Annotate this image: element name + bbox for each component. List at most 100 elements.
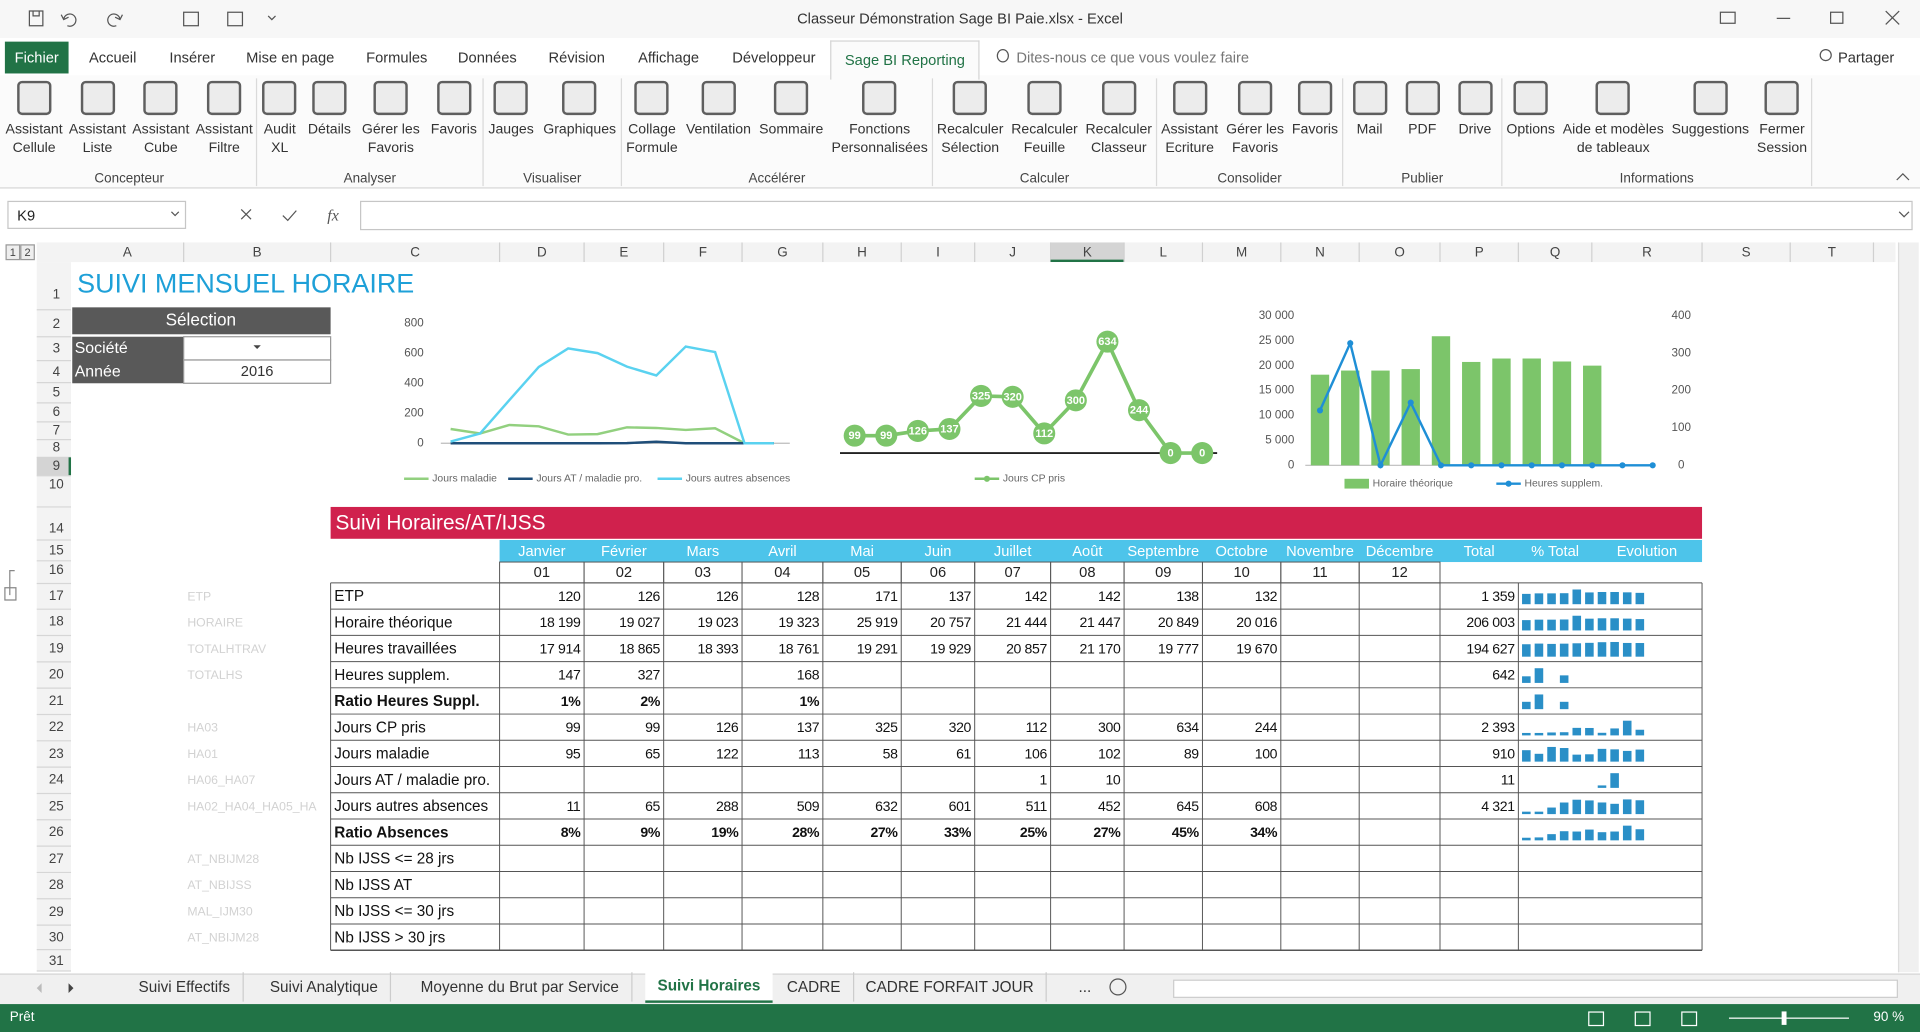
- point-marker: [938, 417, 961, 441]
- ribbon-tab[interactable]: Affichage: [638, 48, 700, 67]
- ribbon-button[interactable]: Graphiques: [543, 78, 616, 139]
- ribbon-button-label: Audit: [263, 122, 296, 138]
- month-header: Juin: [924, 544, 951, 560]
- save-icon[interactable]: [28, 10, 44, 27]
- vertical-scrollbar[interactable]: [1897, 242, 1919, 973]
- close-icon[interactable]: [1885, 10, 1900, 25]
- ribbon-button[interactable]: Suggestions: [1672, 78, 1749, 158]
- ribbon-button[interactable]: Recalculer Feuille: [1011, 78, 1078, 158]
- sparkline-bar: [1622, 750, 1632, 762]
- ribbon-button[interactable]: Fonctions Personnalisées: [831, 78, 928, 158]
- row-header: 18: [49, 614, 64, 629]
- sheet-tab[interactable]: Suivi Analytique: [258, 972, 392, 1002]
- ribbon-tab[interactable]: Développeur: [732, 48, 816, 67]
- ribbon-button[interactable]: Drive: [1457, 78, 1493, 139]
- view-icon[interactable]: [1634, 1011, 1651, 1027]
- ribbon-button[interactable]: Collage Formule: [626, 78, 678, 158]
- row-code: AT_NBIJM28: [187, 931, 259, 945]
- tab-nav-next[interactable]: [68, 983, 79, 994]
- ribbon-icon: [16, 80, 52, 116]
- zoom-slider[interactable]: [1728, 1017, 1849, 1019]
- tab-nav-prev[interactable]: [32, 983, 42, 994]
- ribbon-icon: [1693, 80, 1728, 116]
- ribbon-button[interactable]: Favoris: [1292, 78, 1338, 158]
- more-tabs[interactable]: ...: [1078, 978, 1092, 996]
- cell-value: 126: [638, 588, 661, 604]
- formula-input[interactable]: [360, 200, 1913, 231]
- ribbon-button[interactable]: Audit XL: [262, 78, 297, 158]
- zoom-level[interactable]: 90 %: [1873, 1010, 1905, 1025]
- column-header: H: [857, 244, 867, 259]
- horizontal-scrollbar[interactable]: [1173, 979, 1898, 998]
- ribbon-button[interactable]: Détails: [308, 78, 351, 158]
- ribbon-tab[interactable]: Sage BI Reporting: [830, 40, 980, 80]
- table-title: Suivi Horaires/AT/IJSS: [336, 512, 546, 535]
- data-label: 137: [940, 424, 958, 436]
- ribbon-button[interactable]: Assistant Liste: [69, 78, 126, 158]
- ribbon-tab[interactable]: Données: [457, 48, 517, 67]
- ribbon-button[interactable]: Mail: [1352, 78, 1387, 139]
- ribbon-button[interactable]: Assistant Cellule: [6, 78, 63, 158]
- name-box-value[interactable]: K9: [17, 206, 36, 225]
- row-total: 4 321: [1481, 798, 1515, 814]
- view-icon[interactable]: [1588, 1011, 1605, 1027]
- ribbon-button[interactable]: Favoris: [431, 78, 477, 158]
- ribbon-icon: [1172, 80, 1207, 116]
- ribbon-button[interactable]: Fermer Session: [1757, 78, 1807, 158]
- tell-me[interactable]: Dites-nous ce que vous voulez faire: [1016, 48, 1250, 67]
- name-box[interactable]: [7, 200, 187, 229]
- ribbon-button[interactable]: Assistant Filtre: [196, 78, 253, 158]
- quick-icon[interactable]: [183, 11, 199, 27]
- sparkline-bar: [1534, 732, 1544, 736]
- ribbon-button[interactable]: Recalculer Classeur: [1085, 78, 1152, 158]
- sheet-tab[interactable]: CADRE: [775, 972, 854, 1002]
- sheet-tab[interactable]: CADRE FORFAIT JOUR: [853, 972, 1048, 1002]
- ribbon-button[interactable]: Assistant Ecriture: [1161, 78, 1218, 158]
- ribbon-tab[interactable]: Formules: [366, 48, 428, 67]
- sheet-tab[interactable]: Suivi Effectifs: [126, 972, 244, 1002]
- cancel-icon[interactable]: [240, 208, 252, 220]
- collapse-ribbon[interactable]: [1896, 173, 1910, 181]
- ribbon-tab[interactable]: Mise en page: [246, 48, 335, 67]
- ribbon-button[interactable]: Gérer les Favoris: [1226, 78, 1284, 158]
- ribbon-button[interactable]: Options: [1506, 78, 1555, 158]
- row-header: 22: [49, 719, 64, 734]
- redo-icon[interactable]: [107, 13, 123, 27]
- ribbon-button-label: Cellule: [12, 140, 56, 156]
- undo-icon[interactable]: [60, 13, 77, 27]
- ribbon-button[interactable]: PDF: [1405, 78, 1440, 139]
- maximize-icon[interactable]: [1830, 11, 1844, 24]
- ribbon-button[interactable]: Recalculer Sélection: [937, 78, 1003, 158]
- view-icon[interactable]: [1681, 1011, 1698, 1027]
- legend-label: Jours AT / maladie pro.: [536, 474, 642, 485]
- ribbon-button[interactable]: Sommaire: [759, 78, 823, 158]
- new-sheet-button[interactable]: [1109, 978, 1127, 996]
- cell-value: 137: [949, 588, 972, 604]
- customize-icon[interactable]: [267, 15, 276, 21]
- column-header: I: [936, 244, 940, 259]
- ribbon-tab[interactable]: Accueil: [88, 48, 137, 67]
- name-box-arrow[interactable]: [170, 211, 180, 217]
- ribbon-tab[interactable]: Fichier: [4, 41, 69, 74]
- enter-icon[interactable]: [282, 210, 297, 222]
- sheet-tab[interactable]: Moyenne du Brut par Service: [408, 972, 633, 1002]
- restore-icon[interactable]: [1719, 11, 1736, 24]
- pct-header: % Total: [1531, 544, 1579, 560]
- sparkline-bar: [1522, 676, 1531, 683]
- ribbon-button-label: Assistant: [1161, 122, 1219, 138]
- sheet-tab[interactable]: Suivi Horaires: [645, 971, 773, 1003]
- ribbon-button[interactable]: Jauges: [488, 78, 534, 139]
- ribbon-button[interactable]: Gérer les Favoris: [362, 78, 420, 158]
- ribbon-tab[interactable]: Révision: [548, 48, 605, 67]
- ribbon-button[interactable]: Aide et modèles de tableaux: [1563, 78, 1664, 158]
- share-button[interactable]: Partager: [1837, 48, 1895, 67]
- zoom-thumb[interactable]: [1781, 1011, 1787, 1025]
- quick-icon[interactable]: [227, 11, 244, 27]
- function-button[interactable]: fx: [327, 205, 339, 225]
- expand-formula[interactable]: [1898, 211, 1910, 218]
- ribbon-group: Jauges Graphiques Visualiser: [484, 78, 623, 187]
- ribbon-button[interactable]: Assistant Cube: [132, 78, 189, 158]
- ribbon-button[interactable]: Ventilation: [686, 78, 751, 158]
- ribbon-tab[interactable]: Insérer: [169, 48, 216, 67]
- ribbon-button-label: Recalculer: [1085, 122, 1152, 138]
